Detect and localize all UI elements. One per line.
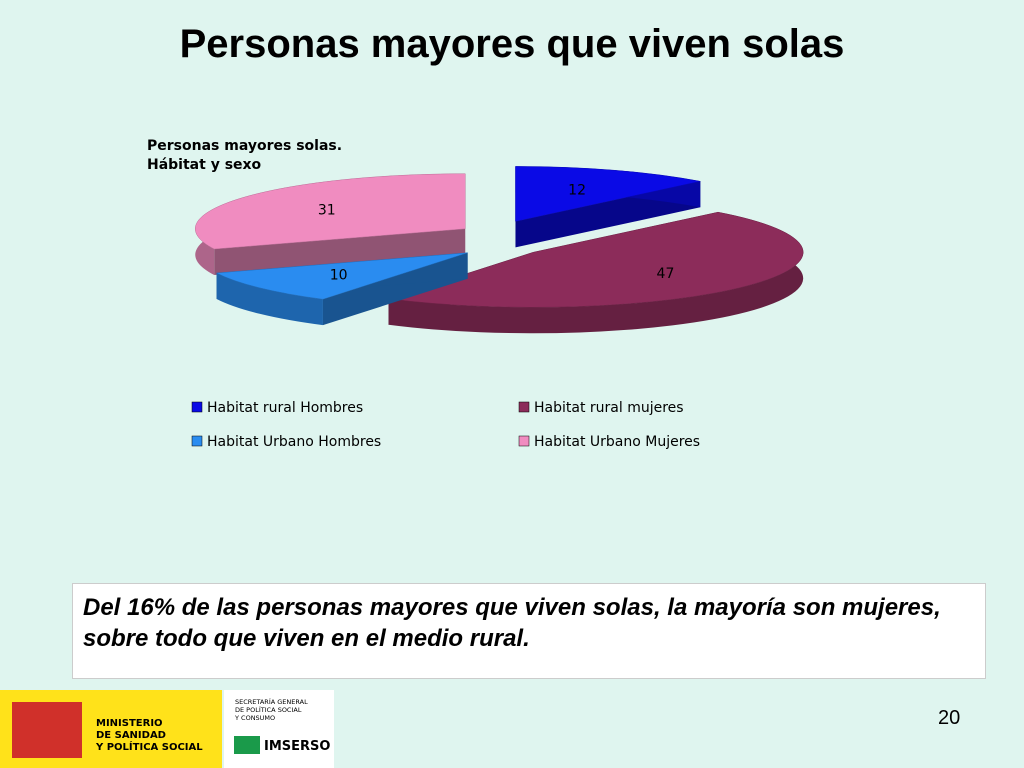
ministry-text: Y POLÍTICA SOCIAL	[95, 740, 203, 753]
agency-logo	[224, 690, 334, 768]
coat-of-arms	[12, 702, 82, 758]
note-box: Del 16% de las personas mayores que vive…	[72, 583, 986, 679]
pie-slice	[388, 211, 804, 308]
footer-logos: MINISTERIO DE SANIDAD Y POLÍTICA SOCIAL …	[0, 690, 334, 768]
ministry-text: DE SANIDAD	[96, 730, 166, 741]
data-label: 12	[568, 183, 586, 199]
pie-slice	[515, 166, 701, 222]
legend-label: Habitat rural Hombres	[207, 400, 363, 416]
legend-swatch	[191, 435, 203, 447]
slice-wall	[214, 228, 466, 276]
secretariat-text: DE POLÍTICA SOCIAL	[235, 705, 302, 714]
data-label: 31	[318, 203, 336, 219]
slice-side	[388, 212, 804, 334]
ministry-text: MINISTERIO	[96, 718, 163, 729]
legend-label: Habitat Urbano Hombres	[207, 434, 381, 450]
agency-icon	[234, 736, 260, 754]
slide-title: Personas mayores que viven solas	[179, 22, 845, 66]
pie-slice	[215, 252, 468, 300]
legend-label: Habitat Urbano Mujeres	[534, 434, 700, 450]
legend-swatch	[191, 401, 203, 413]
legend-label: Habitat rural mujeres	[534, 400, 684, 416]
data-label: 47	[657, 266, 675, 282]
chart: Personas mayores solas. Hábitat y sexo 1…	[147, 138, 804, 450]
chart-title: Personas mayores solas.	[147, 138, 342, 154]
legend-swatch	[518, 435, 530, 447]
pie-slice	[195, 173, 466, 250]
chart-title: Hábitat y sexo	[147, 157, 262, 173]
agency-text: IMSERSO	[264, 739, 330, 754]
secretariat-text: Y CONSUMO	[234, 714, 275, 722]
legend-swatch	[518, 401, 530, 413]
secretariat-text: SECRETARÍA GENERAL	[235, 697, 308, 706]
slice-side	[216, 272, 323, 326]
data-label: 10	[330, 267, 348, 283]
page-number: 20	[938, 707, 961, 729]
note-text: Del 16% de las personas mayores que vive…	[83, 594, 941, 652]
